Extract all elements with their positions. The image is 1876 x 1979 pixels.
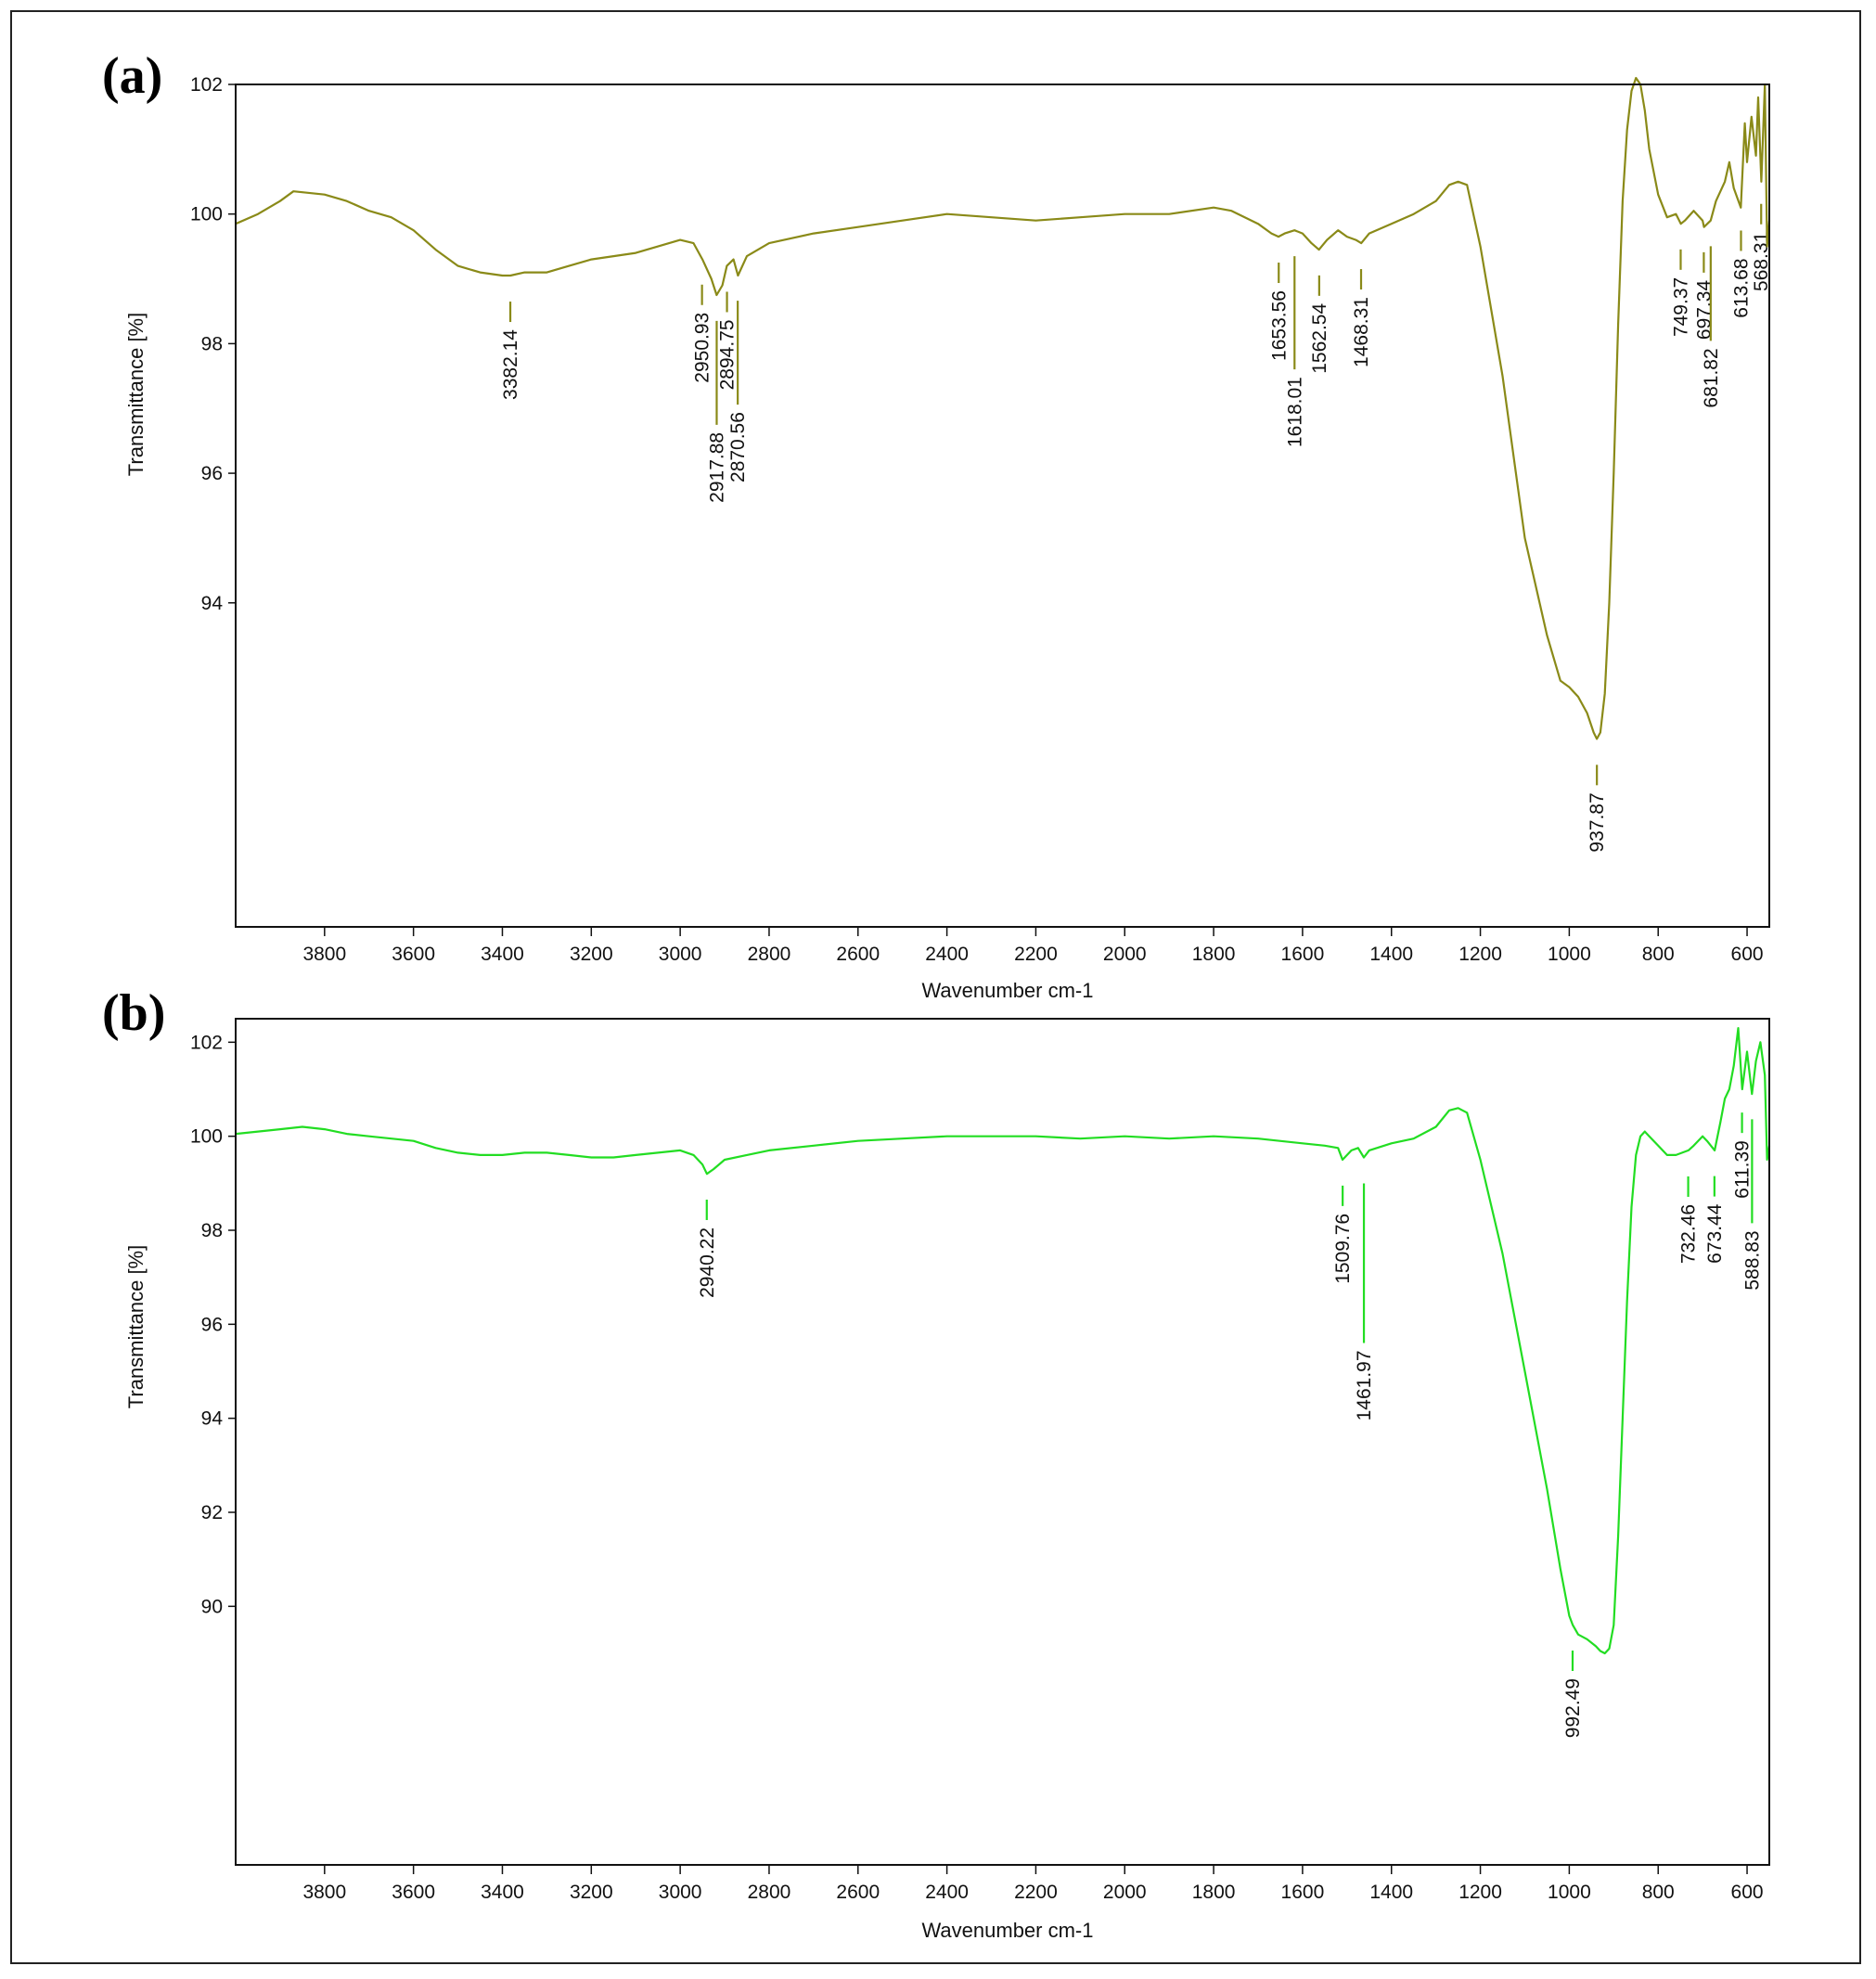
panel-a-peak-markers: 3382.14 2950.93 2917.88 2894.75 2870.56 1653.…: [500, 203, 1772, 853]
peak-label: 992.49: [1562, 1678, 1584, 1738]
figure-frame: [10, 10, 1861, 1964]
x-tick-label: 3000: [659, 944, 702, 965]
x-tick-label: 1600: [1281, 1882, 1325, 1903]
peak-label: 2917.88: [706, 432, 727, 503]
y-tick-label: 96: [201, 463, 223, 484]
x-tick-label: 1000: [1548, 1882, 1591, 1903]
x-tick-label: 2800: [748, 1882, 791, 1903]
x-tick-label: 800: [1642, 1882, 1675, 1903]
panel-a-ticks: 3800 3600 3400 3200 3000 2800 2600 2400 2200 2000…: [190, 74, 1764, 965]
peak-label: 1468.31: [1351, 297, 1372, 367]
x-tick-label: 2000: [1103, 1882, 1147, 1903]
panel-b-spectrum-line: [235, 1027, 1771, 1655]
x-tick-label: 2400: [925, 944, 969, 965]
panel-b-y-axis-title: Transmittance [%]: [124, 1245, 148, 1408]
panel-b-plot-frame: [235, 1018, 1770, 1866]
panel-a-plot-frame: [235, 84, 1770, 928]
y-tick-label: 92: [201, 1502, 223, 1523]
y-tick-label: 102: [190, 74, 223, 96]
x-tick-label: 3400: [481, 944, 524, 965]
peak-label: 1562.54: [1309, 303, 1330, 374]
peak-label: 732.46: [1678, 1204, 1700, 1264]
y-tick-label: 100: [190, 1126, 223, 1148]
x-tick-label: 600: [1731, 944, 1764, 965]
y-tick-label: 94: [201, 593, 224, 614]
x-tick-label: 3800: [302, 944, 346, 965]
x-tick-label: 2600: [836, 944, 880, 965]
x-tick-label: 1200: [1458, 944, 1502, 965]
peak-label: 681.82: [1701, 348, 1722, 407]
x-tick-label: 3600: [392, 944, 435, 965]
peak-label: 588.83: [1741, 1230, 1763, 1290]
x-tick-label: 1600: [1281, 944, 1325, 965]
x-tick-label: 1200: [1458, 1882, 1502, 1903]
y-tick-label: 98: [201, 333, 223, 354]
panel-b-label: (b): [102, 984, 165, 1042]
peak-label: 611.39: [1732, 1140, 1754, 1199]
peak-label: 1618.01: [1284, 377, 1305, 447]
y-tick-label: 90: [201, 1596, 223, 1617]
panel-a-x-axis-title: Wavenumber cm-1: [921, 979, 1093, 1002]
panel-b-x-axis-title: Wavenumber cm-1: [921, 1919, 1093, 1942]
x-tick-label: 600: [1731, 1882, 1764, 1903]
peak-label: 749.37: [1670, 277, 1691, 337]
x-tick-label: 2600: [836, 1882, 880, 1903]
x-tick-label: 1000: [1548, 944, 1591, 965]
panel-a: (a) Transmittance [%] Wavenumber cm-1 38…: [102, 47, 1772, 1002]
peak-label: 2894.75: [717, 319, 739, 390]
x-tick-label: 1400: [1369, 1882, 1413, 1903]
panel-b-ticks: 3800 3600 3400 3200 3000 2800 2600 2400 2200 2000…: [190, 1032, 1764, 1903]
x-tick-label: 1800: [1192, 1882, 1236, 1903]
y-tick-label: 98: [201, 1220, 223, 1241]
x-tick-label: 800: [1642, 944, 1675, 965]
x-tick-label: 2200: [1014, 1882, 1058, 1903]
peak-label: 673.44: [1704, 1203, 1726, 1264]
x-tick-label: 3800: [302, 1882, 346, 1903]
peak-label: 2950.93: [692, 313, 713, 383]
x-tick-label: 3000: [659, 1882, 702, 1903]
panel-a-spectrum-line: [235, 76, 1771, 740]
panel-b: (b) Transmittance [%] Wavenumber cm-1 38…: [102, 984, 1771, 1942]
y-tick-label: 100: [190, 204, 223, 225]
x-tick-label: 3600: [392, 1882, 435, 1903]
peak-label: 2940.22: [697, 1227, 718, 1298]
panel-a-y-axis-title: Transmittance [%]: [124, 313, 148, 476]
x-tick-label: 2400: [925, 1882, 969, 1903]
peak-label: 613.68: [1730, 258, 1752, 317]
panel-b-peak-markers: 2940.22 1509.76 1461.97 992.49 732.46 673.44 6…: [697, 1112, 1763, 1738]
x-tick-label: 3200: [570, 1882, 613, 1903]
peak-label: 3382.14: [500, 329, 521, 400]
x-tick-label: 2800: [748, 944, 791, 965]
x-tick-label: 2200: [1014, 944, 1058, 965]
y-tick-label: 94: [201, 1408, 224, 1430]
x-tick-label: 2000: [1103, 944, 1147, 965]
x-tick-label: 3200: [570, 944, 613, 965]
peak-label: 937.87: [1587, 792, 1608, 852]
x-tick-label: 1400: [1369, 944, 1413, 965]
y-tick-label: 102: [190, 1032, 223, 1053]
peak-label: 2870.56: [727, 412, 749, 482]
peak-label: 1461.97: [1354, 1350, 1375, 1420]
peak-label: 697.34: [1693, 280, 1715, 341]
peak-label: 1509.76: [1332, 1214, 1354, 1284]
panel-a-label: (a): [102, 47, 162, 105]
peak-label: 1653.56: [1268, 290, 1290, 361]
y-tick-label: 96: [201, 1314, 223, 1335]
x-tick-label: 3400: [481, 1882, 524, 1903]
x-tick-label: 1800: [1192, 944, 1236, 965]
